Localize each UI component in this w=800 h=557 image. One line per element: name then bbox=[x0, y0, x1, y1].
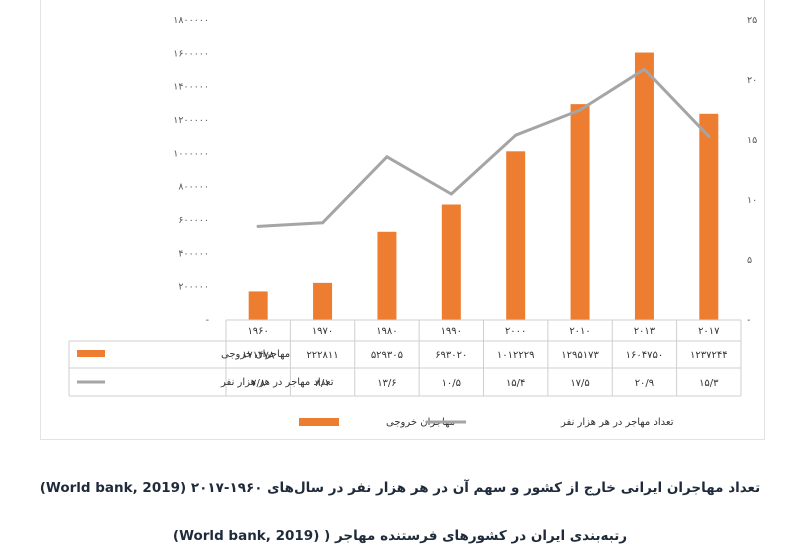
y-right-tick-label: ۱۵ bbox=[747, 135, 757, 146]
bar-2 bbox=[377, 231, 397, 320]
per-thousand-value: ۱۰/۵ bbox=[442, 378, 461, 389]
figure-subcaption: رتبه‌بندی ایران در کشورهای فرستنده مهاجر… bbox=[172, 528, 628, 544]
bar-7 bbox=[699, 113, 719, 320]
chart-frame: - ۲۰۰۰۰۰ ۴۰۰۰۰۰ ۶۰۰۰۰۰ ۸۰۰۰۰۰ ۱۰۰۰۰۰۰ ۱۲۰۰۰۰۰ ۱… bbox=[40, 0, 765, 440]
emigrants-value: ۱۰۱۲۲۲۹ bbox=[497, 350, 535, 361]
bar-4 bbox=[506, 151, 526, 320]
category-label: ۲۰۱۰ bbox=[569, 326, 590, 337]
y-right-tick-label: ۲۵ bbox=[747, 15, 757, 26]
y-right-tick-label: ۲۰ bbox=[747, 75, 757, 86]
emigrants-value: ۲۲۲۸۱۱ bbox=[306, 350, 338, 361]
line-point-5 bbox=[578, 108, 582, 112]
per-thousand-value: ۷/۸ bbox=[251, 378, 266, 389]
y-left-tick-label: ۴۰۰۰۰۰ bbox=[178, 248, 209, 259]
y-right-tick-label: - bbox=[747, 315, 750, 326]
table-row-label-emigrants: مهاجران خروجی bbox=[221, 349, 290, 360]
per-thousand-value: ۱۷/۵ bbox=[570, 378, 589, 389]
table-row-label-per-thousand: تعداد مهاجر در هر هزار نفر bbox=[220, 377, 334, 388]
line-point-0 bbox=[256, 224, 260, 228]
category-label: ۲۰۱۷ bbox=[698, 326, 720, 337]
y-left-tick-label: - bbox=[206, 315, 209, 326]
emigrants-value: ۵۲۹۳۰۵ bbox=[371, 350, 403, 361]
table-legend-bar-swatch bbox=[77, 350, 105, 357]
y-left-tick-label: ۱۸۰۰۰۰۰ bbox=[173, 15, 209, 26]
y-left-tick-label: ۸۰۰۰۰۰ bbox=[178, 182, 209, 193]
category-label: ۲۰۱۳ bbox=[634, 326, 656, 337]
emigrants-value: ۶۹۳۰۲۰ bbox=[435, 350, 467, 361]
category-label: ۱۹۶۰ bbox=[247, 326, 268, 337]
figure-caption: تعداد مهاجران ایرانی خارج از کشور و سهم … bbox=[39, 480, 761, 496]
y-right-tick-label: ۵ bbox=[747, 255, 752, 266]
legend-label-emigrants: مهاجران خروجی bbox=[386, 417, 455, 428]
emigrants-value: ۱۲۳۷۲۴۴ bbox=[690, 350, 728, 361]
emigrants-value: ۱۶۰۴۷۵۰ bbox=[626, 350, 664, 361]
category-label: ۱۹۹۰ bbox=[441, 326, 462, 337]
y-left-tick-label: ۱۴۰۰۰۰۰ bbox=[173, 82, 209, 93]
emigrants-value: ۱۲۹۵۱۷۳ bbox=[561, 350, 599, 361]
bar-6 bbox=[634, 52, 654, 321]
y-left-tick-label: ۲۰۰۰۰۰ bbox=[178, 282, 209, 293]
line-point-3 bbox=[449, 192, 453, 196]
category-label: ۱۹۸۰ bbox=[376, 326, 397, 337]
line-point-4 bbox=[514, 133, 518, 137]
bar-1 bbox=[313, 282, 333, 320]
per-thousand-value: ۱۵/۴ bbox=[506, 378, 525, 389]
bar-3 bbox=[441, 204, 461, 320]
bar-0 bbox=[248, 291, 268, 320]
y-left-tick-label: ۱۰۰۰۰۰۰ bbox=[173, 148, 209, 159]
combo-chart: - ۲۰۰۰۰۰ ۴۰۰۰۰۰ ۶۰۰۰۰۰ ۸۰۰۰۰۰ ۱۰۰۰۰۰۰ ۱۲۰۰۰۰۰ ۱… bbox=[68, 15, 757, 428]
per-thousand-value: ۲۰/۹ bbox=[635, 378, 654, 389]
line-point-1 bbox=[321, 221, 325, 225]
bar-5 bbox=[570, 104, 590, 320]
y-left-tick-label: ۱۶۰۰۰۰۰ bbox=[173, 48, 209, 59]
line-point-7 bbox=[707, 134, 711, 138]
line-point-2 bbox=[385, 155, 389, 159]
emigrants-value: ۱۷۱۴۷۸ bbox=[242, 350, 275, 361]
per-thousand-value: ۸/۱ bbox=[316, 378, 330, 389]
category-label: ۲۰۰۰ bbox=[505, 326, 526, 337]
line-series bbox=[256, 67, 711, 228]
per-thousand-value: ۱۳/۶ bbox=[377, 378, 396, 389]
category-label: ۱۹۷۰ bbox=[312, 326, 333, 337]
legend-bar-swatch bbox=[299, 418, 339, 426]
line-point-6 bbox=[642, 67, 646, 71]
y-left-tick-label: ۶۰۰۰۰۰ bbox=[178, 215, 209, 226]
y-left-tick-label: ۱۲۰۰۰۰۰ bbox=[173, 115, 209, 126]
legend-label-per-thousand: تعداد مهاجر در هر هزار نفر bbox=[560, 417, 674, 428]
per-thousand-value: ۱۵/۳ bbox=[699, 378, 719, 389]
y-right-tick-label: ۱۰ bbox=[747, 195, 757, 206]
